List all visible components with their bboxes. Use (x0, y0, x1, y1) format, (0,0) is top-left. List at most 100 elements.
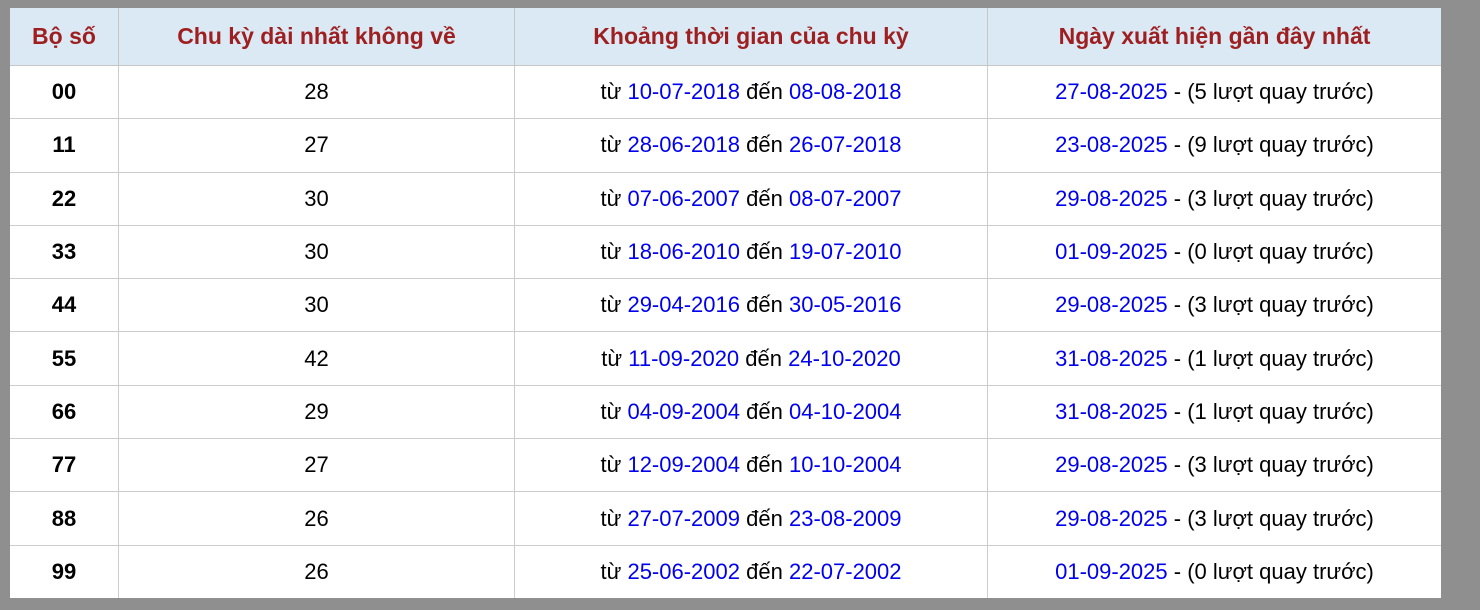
period-from-date-link[interactable]: 07-06-2007 (627, 185, 740, 211)
period-to-date-link[interactable]: 26-07-2018 (788, 132, 902, 158)
recent-note: - (1 lượt quay trước) (1173, 398, 1374, 424)
recent-date-link[interactable]: 31-08-2025 (1055, 398, 1168, 424)
from-label: từ (600, 452, 622, 478)
recent-note: - (1 lượt quay trước) (1173, 345, 1374, 371)
recent-cell: 27-08-2025 - (5 lượt quay trước) (987, 64, 1441, 120)
cycle-value: 28 (304, 79, 329, 105)
recent-date-link[interactable]: 23-08-2025 (1055, 132, 1168, 158)
from-label: từ (600, 398, 622, 424)
recent-date-link[interactable]: 01-09-2025 (1055, 558, 1168, 584)
recent-note: - (0 lượt quay trước) (1173, 558, 1374, 584)
table-row: 22 30 từ 07-06-2007 đến 08-07-2007 29-08… (10, 171, 1441, 226)
from-label: từ (600, 79, 622, 105)
recent-date-link[interactable]: 31-08-2025 (1055, 345, 1168, 371)
cycle-value: 27 (304, 452, 329, 478)
recent-date-link[interactable]: 29-08-2025 (1055, 292, 1168, 318)
period-to-date-link[interactable]: 30-05-2016 (788, 292, 902, 318)
from-label: từ (600, 239, 622, 265)
stats-table: Bộ số Chu kỳ dài nhất không về Khoảng th… (10, 8, 1441, 598)
period-to-date-link[interactable]: 24-10-2020 (788, 345, 901, 371)
pair-cell: 55 (10, 331, 119, 386)
period-cell: từ 27-07-2009 đến 23-08-2009 (514, 491, 988, 546)
pair-value: 77 (51, 452, 77, 478)
cycle-cell: 30 (118, 171, 515, 226)
table-row: 33 30 từ 18-06-2010 đến 19-07-2010 01-09… (10, 224, 1441, 280)
period-cell: từ 18-06-2010 đến 19-07-2010 (514, 224, 988, 280)
period-to-date-link[interactable]: 08-08-2018 (788, 79, 902, 105)
recent-cell: 29-08-2025 - (3 lượt quay trước) (987, 171, 1441, 226)
pair-value: 66 (51, 398, 77, 424)
recent-date-link[interactable]: 29-08-2025 (1055, 505, 1168, 531)
pair-value: 99 (51, 558, 77, 584)
period-to-date-link[interactable]: 19-07-2010 (788, 239, 902, 265)
cycle-cell: 30 (118, 278, 515, 333)
cycle-cell: 42 (118, 331, 515, 386)
table-row: 11 27 từ 28-06-2018 đến 26-07-2018 23-08… (10, 118, 1441, 173)
period-cell: từ 29-04-2016 đến 30-05-2016 (514, 278, 988, 333)
period-from-date-link[interactable]: 27-07-2009 (627, 505, 740, 531)
to-label: đến (746, 505, 783, 531)
period-to-date-link[interactable]: 08-07-2007 (788, 185, 902, 211)
pair-cell: 11 (10, 118, 119, 173)
recent-note: - (3 lượt quay trước) (1173, 452, 1374, 478)
cycle-value: 42 (304, 345, 329, 371)
period-to-date-link[interactable]: 23-08-2009 (788, 505, 902, 531)
table-body: 00 28 từ 10-07-2018 đến 08-08-2018 27-08… (10, 64, 1441, 598)
cycle-cell: 28 (118, 64, 515, 120)
table-row: 88 26 từ 27-07-2009 đến 23-08-2009 29-08… (10, 491, 1441, 546)
to-label: đến (746, 292, 783, 318)
period-cell: từ 12-09-2004 đến 10-10-2004 (514, 438, 988, 493)
to-label: đến (746, 558, 783, 584)
recent-date-link[interactable]: 27-08-2025 (1055, 79, 1168, 105)
period-from-date-link[interactable]: 28-06-2018 (627, 132, 740, 158)
period-from-date-link[interactable]: 10-07-2018 (627, 79, 740, 105)
period-from-date-link[interactable]: 04-09-2004 (627, 398, 740, 424)
period-from-date-link[interactable]: 25-06-2002 (627, 558, 740, 584)
header-recent: Ngày xuất hiện gần đây nhất (987, 8, 1441, 66)
period-cell: từ 10-07-2018 đến 08-08-2018 (514, 64, 988, 120)
recent-note: - (0 lượt quay trước) (1173, 239, 1374, 265)
period-cell: từ 11-09-2020 đến 24-10-2020 (514, 331, 988, 386)
pair-cell: 77 (10, 438, 119, 493)
cycle-value: 30 (304, 292, 329, 318)
cycle-value: 26 (304, 505, 329, 531)
recent-note: - (5 lượt quay trước) (1173, 79, 1374, 105)
from-label: từ (601, 345, 623, 371)
period-to-date-link[interactable]: 04-10-2004 (788, 398, 902, 424)
period-to-date-link[interactable]: 22-07-2002 (788, 558, 902, 584)
pair-cell: 22 (10, 171, 119, 226)
recent-cell: 29-08-2025 - (3 lượt quay trước) (987, 491, 1441, 546)
recent-date-link[interactable]: 29-08-2025 (1055, 185, 1168, 211)
pair-value: 44 (51, 292, 77, 318)
recent-cell: 31-08-2025 - (1 lượt quay trước) (987, 384, 1441, 440)
pair-cell: 99 (10, 544, 119, 598)
period-from-date-link[interactable]: 11-09-2020 (628, 345, 740, 371)
header-cycle: Chu kỳ dài nhất không về (118, 8, 515, 66)
cycle-cell: 26 (118, 544, 515, 598)
header-row: Bộ số Chu kỳ dài nhất không về Khoảng th… (10, 8, 1441, 66)
cycle-cell: 26 (118, 491, 515, 546)
recent-note: - (3 lượt quay trước) (1173, 185, 1374, 211)
to-label: đến (746, 452, 783, 478)
to-label: đến (745, 345, 783, 371)
period-cell: từ 04-09-2004 đến 04-10-2004 (514, 384, 988, 440)
cycle-value: 30 (304, 239, 329, 265)
period-to-date-link[interactable]: 10-10-2004 (788, 452, 902, 478)
from-label: từ (600, 185, 622, 211)
pair-value: 33 (51, 239, 77, 265)
from-label: từ (600, 292, 622, 318)
recent-cell: 31-08-2025 - (1 lượt quay trước) (987, 331, 1441, 386)
pair-cell: 00 (10, 64, 119, 120)
recent-cell: 29-08-2025 - (3 lượt quay trước) (987, 438, 1441, 493)
period-from-date-link[interactable]: 18-06-2010 (627, 239, 740, 265)
from-label: từ (600, 558, 622, 584)
period-from-date-link[interactable]: 29-04-2016 (627, 292, 740, 318)
cycle-value: 29 (304, 398, 329, 424)
pair-cell: 33 (10, 224, 119, 280)
to-label: đến (746, 79, 783, 105)
header-period: Khoảng thời gian của chu kỳ (514, 8, 988, 66)
recent-date-link[interactable]: 01-09-2025 (1055, 239, 1168, 265)
recent-date-link[interactable]: 29-08-2025 (1055, 452, 1168, 478)
period-from-date-link[interactable]: 12-09-2004 (627, 452, 740, 478)
table-row: 00 28 từ 10-07-2018 đến 08-08-2018 27-08… (10, 64, 1441, 120)
